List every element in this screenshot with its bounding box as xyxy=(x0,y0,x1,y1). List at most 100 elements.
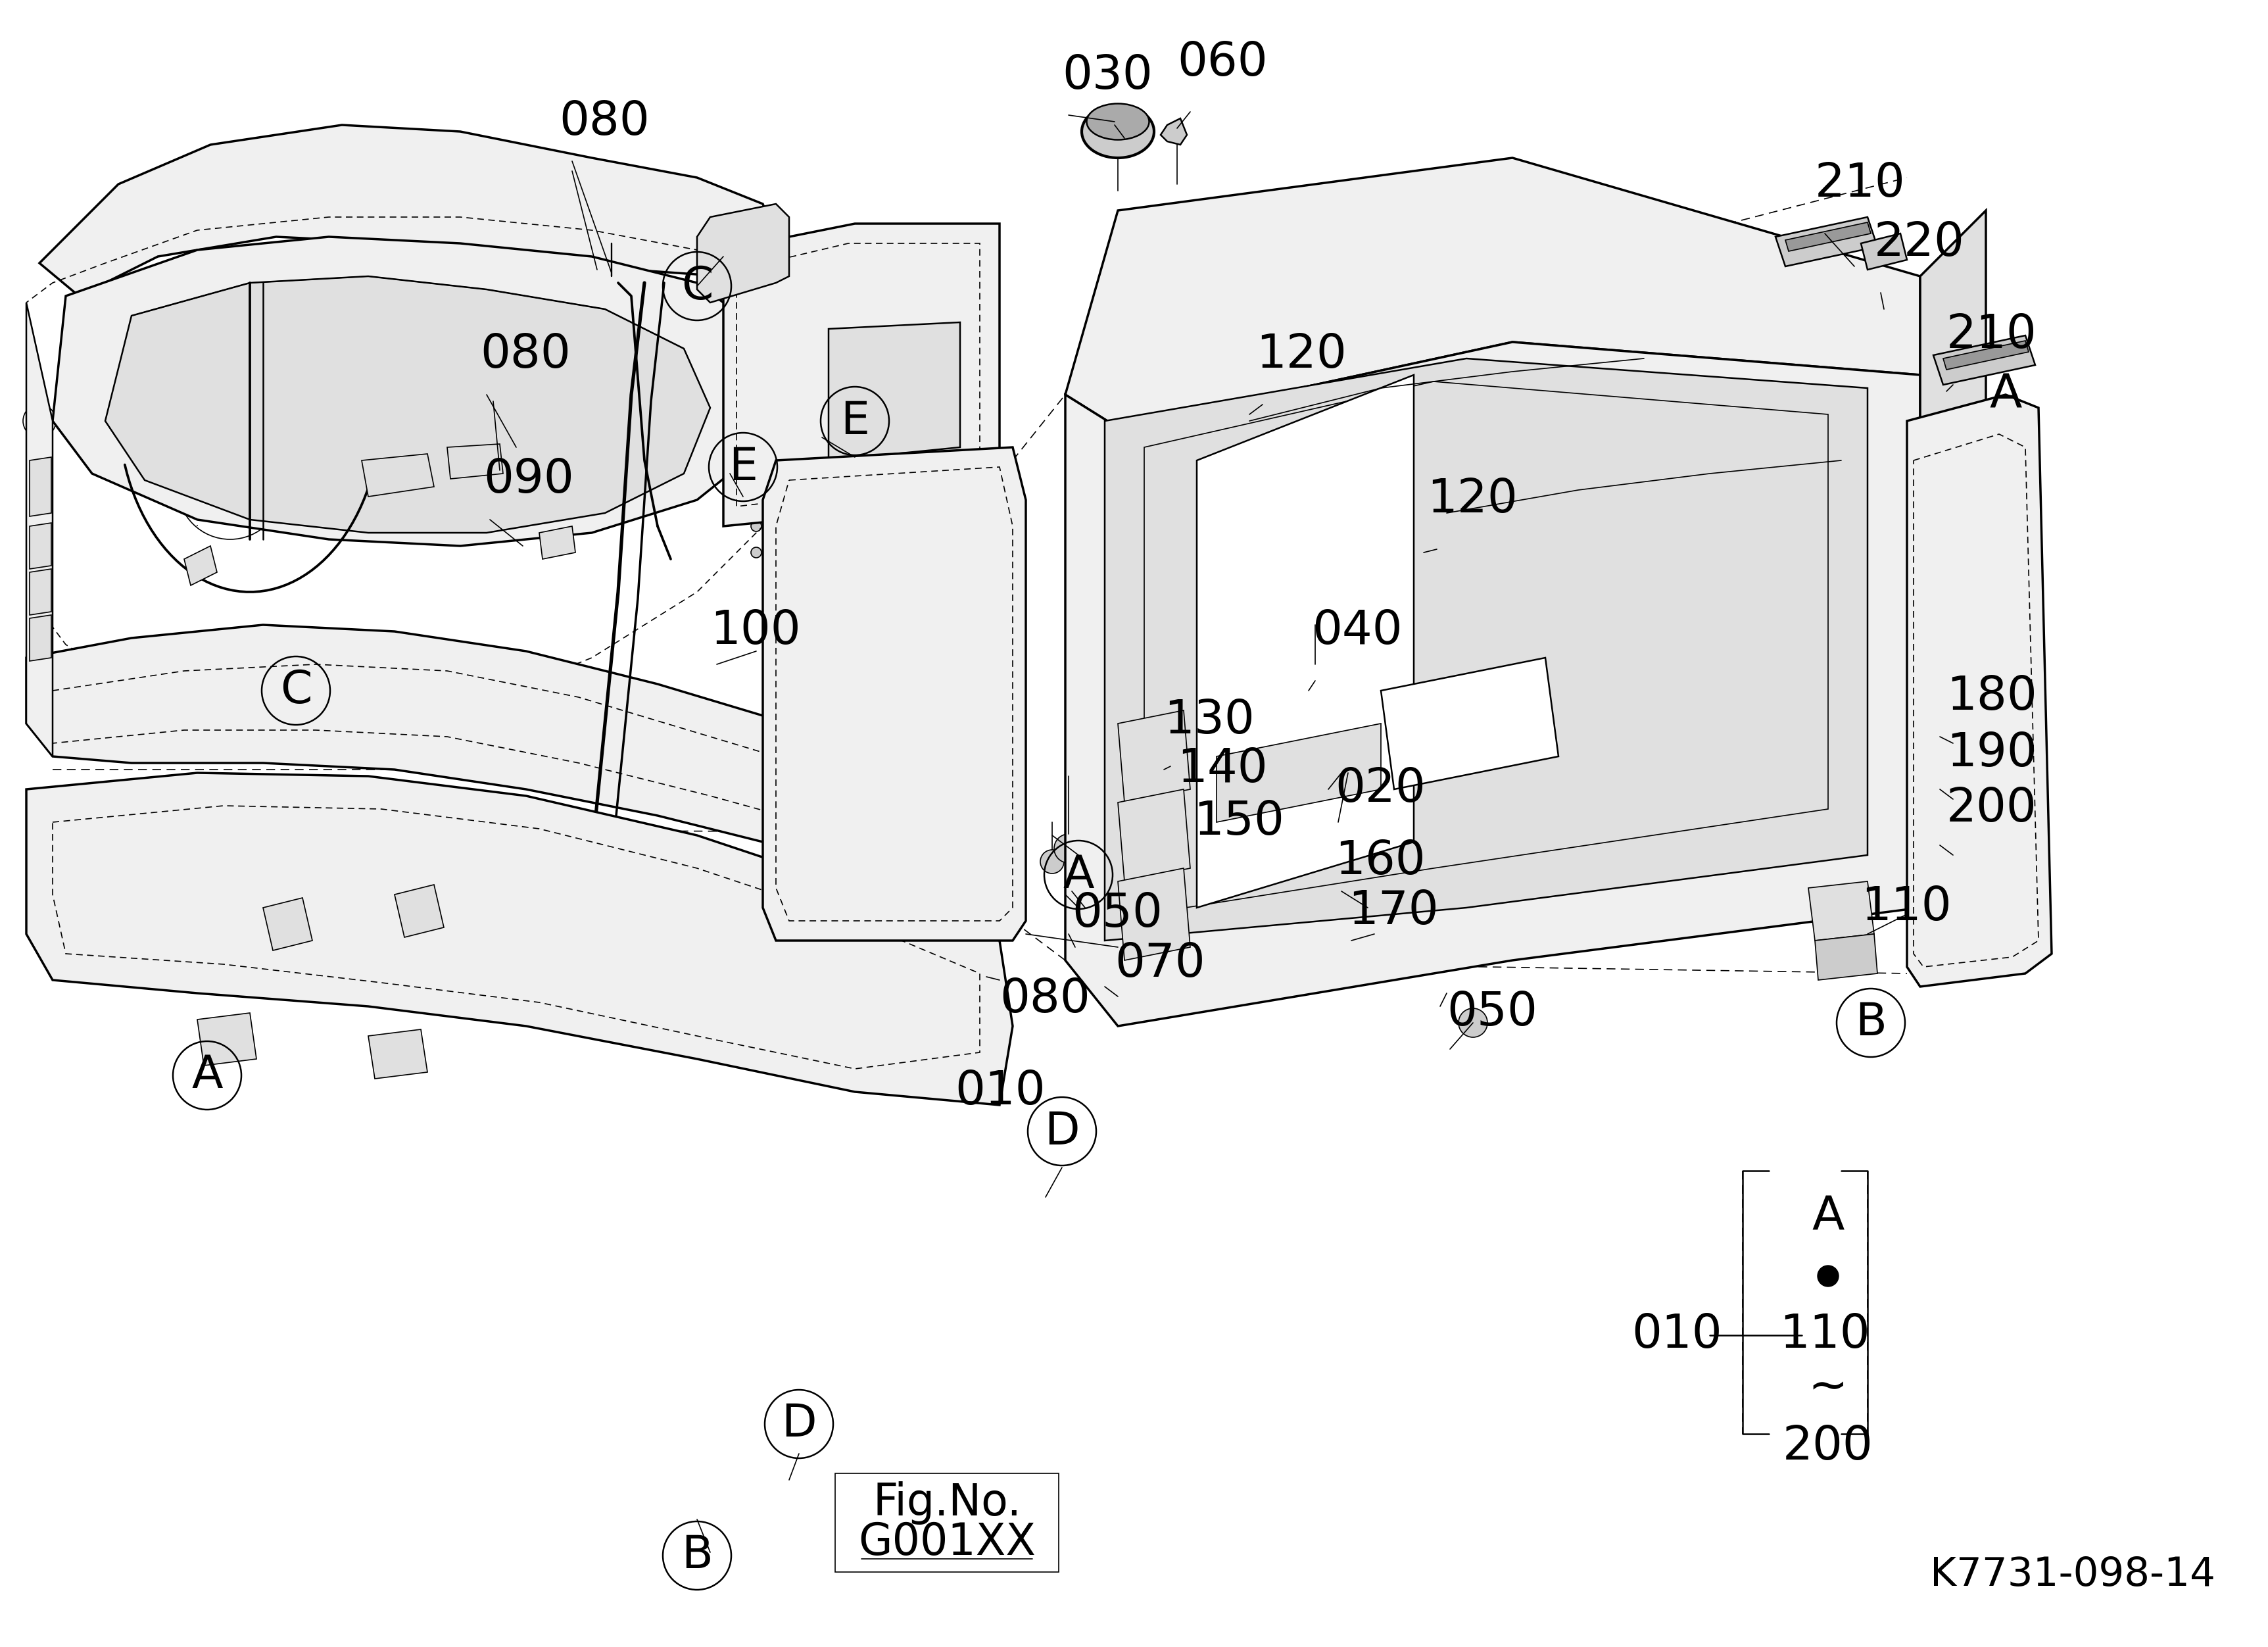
Text: 080: 080 xyxy=(558,99,649,145)
Text: 110: 110 xyxy=(1862,884,1950,931)
Polygon shape xyxy=(29,458,52,516)
Circle shape xyxy=(751,494,762,506)
Text: K7731-098-14: K7731-098-14 xyxy=(1930,1555,2216,1594)
Text: D: D xyxy=(1043,1110,1080,1153)
Polygon shape xyxy=(540,525,576,558)
Polygon shape xyxy=(184,545,218,585)
Polygon shape xyxy=(52,237,776,545)
Text: 170: 170 xyxy=(1347,888,1438,934)
Circle shape xyxy=(751,547,762,558)
Circle shape xyxy=(2007,621,2016,629)
Circle shape xyxy=(751,520,762,532)
Polygon shape xyxy=(29,522,52,568)
Text: B: B xyxy=(680,1533,712,1578)
Polygon shape xyxy=(1808,881,1873,940)
Text: 150: 150 xyxy=(1193,799,1284,845)
Text: 050: 050 xyxy=(1447,990,1538,1036)
Polygon shape xyxy=(1381,657,1558,789)
Text: 080: 080 xyxy=(1000,977,1091,1023)
Text: 200: 200 xyxy=(1783,1425,1873,1469)
Text: 020: 020 xyxy=(1336,766,1427,812)
Polygon shape xyxy=(27,303,52,756)
Polygon shape xyxy=(27,624,1018,888)
Circle shape xyxy=(2007,522,2016,530)
Text: 100: 100 xyxy=(710,609,801,654)
Text: 190: 190 xyxy=(1946,730,2037,776)
Circle shape xyxy=(1998,412,2014,430)
Polygon shape xyxy=(1066,158,1921,428)
Text: 080: 080 xyxy=(481,333,572,377)
Text: 210: 210 xyxy=(1946,313,2037,357)
Circle shape xyxy=(1817,1265,1839,1286)
Text: 200: 200 xyxy=(1946,786,2037,832)
Polygon shape xyxy=(1814,934,1878,980)
Text: Fig.No.: Fig.No. xyxy=(873,1481,1021,1525)
Polygon shape xyxy=(395,884,445,937)
Polygon shape xyxy=(1161,119,1186,145)
Polygon shape xyxy=(966,519,1007,558)
Text: C: C xyxy=(279,669,313,713)
Polygon shape xyxy=(1862,234,1907,270)
Text: 220: 220 xyxy=(1873,221,1964,267)
Polygon shape xyxy=(27,772,1014,1105)
Text: G001XX: G001XX xyxy=(857,1520,1036,1565)
Polygon shape xyxy=(966,468,1007,507)
Polygon shape xyxy=(361,455,433,497)
Text: 010: 010 xyxy=(955,1069,1046,1115)
Polygon shape xyxy=(367,1029,426,1079)
Polygon shape xyxy=(696,204,789,303)
Text: 120: 120 xyxy=(1427,478,1517,522)
Polygon shape xyxy=(1944,341,2028,369)
Text: A: A xyxy=(1989,372,2021,417)
Polygon shape xyxy=(1907,395,2053,987)
Circle shape xyxy=(1998,413,2014,428)
Circle shape xyxy=(1055,833,1084,863)
Polygon shape xyxy=(1921,211,1987,907)
Polygon shape xyxy=(104,277,710,532)
Text: D: D xyxy=(782,1402,816,1446)
Text: ∼: ∼ xyxy=(1808,1365,1848,1410)
Text: 140: 140 xyxy=(1177,746,1268,792)
Polygon shape xyxy=(1198,376,1413,907)
Polygon shape xyxy=(1785,222,1871,252)
Polygon shape xyxy=(1932,336,2034,385)
Polygon shape xyxy=(1118,789,1191,881)
Text: C: C xyxy=(680,264,712,308)
Text: A: A xyxy=(1064,853,1093,898)
Circle shape xyxy=(1431,926,1461,955)
Polygon shape xyxy=(762,448,1025,940)
Polygon shape xyxy=(1105,359,1867,940)
Polygon shape xyxy=(263,898,313,950)
Circle shape xyxy=(2007,916,2016,926)
Circle shape xyxy=(2007,817,2016,827)
Text: 050: 050 xyxy=(1073,891,1163,937)
Text: 180: 180 xyxy=(1946,675,2037,720)
Circle shape xyxy=(1458,1008,1488,1038)
Text: 120: 120 xyxy=(1256,333,1347,377)
Text: A: A xyxy=(191,1054,222,1097)
Text: 060: 060 xyxy=(1177,40,1268,86)
Polygon shape xyxy=(197,1013,256,1066)
Polygon shape xyxy=(1776,217,1878,267)
Polygon shape xyxy=(29,614,52,660)
Polygon shape xyxy=(39,125,776,296)
Text: 090: 090 xyxy=(483,458,574,502)
Polygon shape xyxy=(1118,868,1191,960)
Text: E: E xyxy=(728,445,758,489)
Circle shape xyxy=(2007,720,2016,728)
Circle shape xyxy=(1041,850,1064,873)
Polygon shape xyxy=(1066,343,1921,1026)
Polygon shape xyxy=(1118,710,1191,802)
Text: 130: 130 xyxy=(1163,698,1254,743)
Ellipse shape xyxy=(1082,105,1154,158)
Polygon shape xyxy=(1216,723,1381,822)
Text: E: E xyxy=(841,399,869,443)
Polygon shape xyxy=(723,224,1000,525)
Circle shape xyxy=(751,468,762,479)
Text: 210: 210 xyxy=(1814,161,1905,208)
Text: 160: 160 xyxy=(1336,838,1424,884)
Text: 070: 070 xyxy=(1114,940,1204,987)
Polygon shape xyxy=(828,323,959,461)
Text: B: B xyxy=(1855,1001,1887,1044)
Text: 110: 110 xyxy=(1780,1313,1871,1357)
